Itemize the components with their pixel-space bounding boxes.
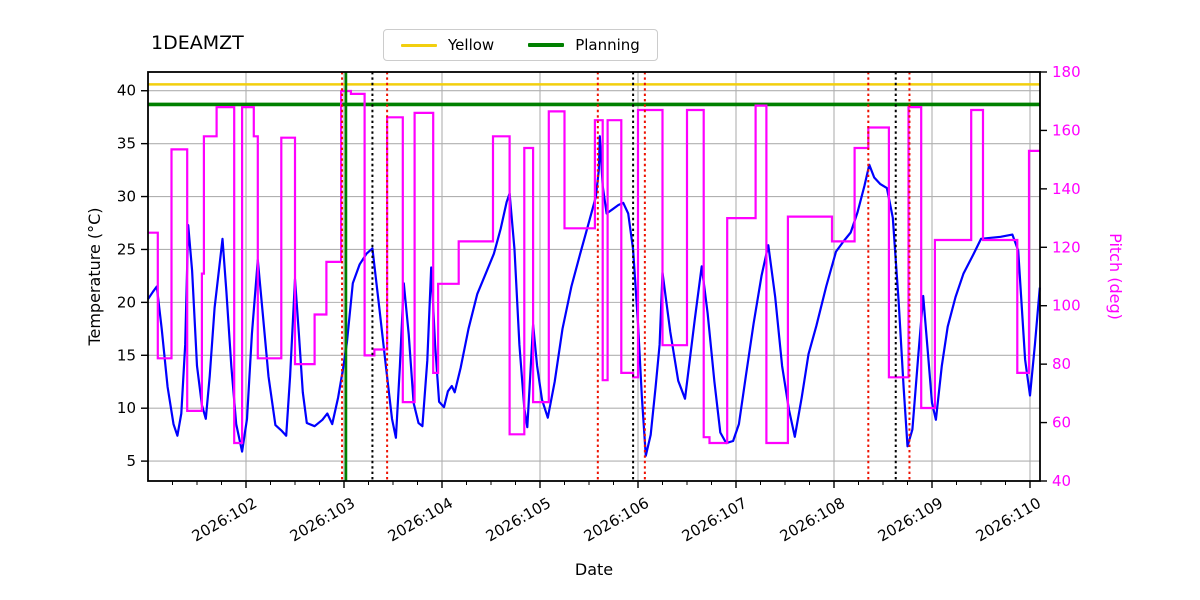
- yellow-line-swatch: [401, 43, 437, 47]
- x-tick-label: 2026:108: [777, 494, 848, 546]
- y-right-tick-label: 120: [1052, 238, 1081, 256]
- y-left-axis-label: Temperature (°C): [85, 207, 104, 346]
- y-right-tick-label: 40: [1052, 472, 1071, 490]
- y-left-tick-label: 35: [117, 135, 136, 153]
- gridlines: [148, 72, 1040, 481]
- y-right-axis-label: Pitch (deg): [1106, 233, 1125, 320]
- y-right-tick-label: 140: [1052, 180, 1081, 198]
- x-axis-label: Date: [575, 560, 613, 579]
- legend-label-yellow: Yellow: [448, 36, 495, 54]
- x-tick-label: 2026:104: [385, 494, 456, 546]
- y-left-tick-label: 30: [117, 188, 136, 206]
- x-tick-label: 2026:103: [287, 494, 358, 546]
- x-tick-label: 2026:107: [679, 494, 750, 546]
- pitch-line: [148, 89, 1040, 445]
- y-left-tick-label: 5: [126, 452, 136, 470]
- axes-frame: [147, 71, 1041, 482]
- y-right-tick-label: 60: [1052, 414, 1071, 432]
- x-tick-label: 2026:105: [483, 494, 554, 546]
- y-left-tick-label: 40: [117, 82, 136, 100]
- x-tick-label: 2026:106: [581, 494, 652, 546]
- y-right-tick-label: 180: [1052, 63, 1081, 81]
- y-right-tick-label: 80: [1052, 355, 1071, 373]
- legend-item-yellow: Yellow: [401, 36, 494, 54]
- legend: Yellow Planning: [383, 29, 658, 61]
- y-right-tick-label: 100: [1052, 297, 1081, 315]
- x-tick-label: 2026:110: [973, 494, 1044, 546]
- y-left-tick-label: 25: [117, 240, 136, 258]
- x-tick-label: 2026:102: [189, 494, 260, 546]
- y-left-tick-label: 10: [117, 399, 136, 417]
- y-right-tick-label: 160: [1052, 121, 1081, 139]
- legend-label-planning: Planning: [575, 36, 640, 54]
- chart-title: 1DEAMZT: [151, 32, 244, 54]
- ticks: [141, 71, 1047, 488]
- legend-item-planning: Planning: [528, 36, 640, 54]
- temperature-line: [147, 135, 1041, 457]
- planning-line-swatch: [528, 43, 565, 47]
- y-left-tick-label: 20: [117, 293, 136, 311]
- y-left-tick-label: 15: [117, 346, 136, 364]
- x-tick-label: 2026:109: [875, 494, 946, 546]
